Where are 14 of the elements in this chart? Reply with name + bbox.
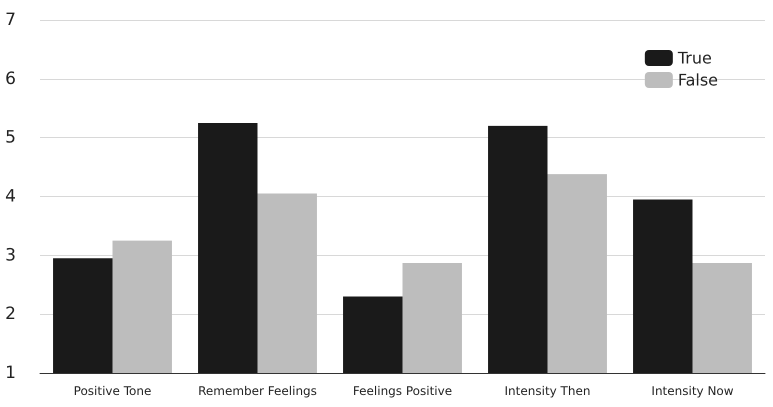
x-tick-label: Intensity Then — [504, 384, 590, 398]
x-tick-label: Remember Feelings — [198, 384, 317, 398]
y-tick-label: 2 — [5, 304, 16, 324]
x-tick-label: Positive Tone — [74, 384, 152, 398]
legend-label: True — [676, 48, 712, 68]
legend-label: False — [678, 70, 718, 90]
y-tick-label: 3 — [5, 245, 16, 266]
y-tick-label: 5 — [5, 128, 16, 148]
y-tick-label: 4 — [5, 186, 16, 206]
y-tick-label: 6 — [5, 68, 16, 89]
y-tick-label: 7 — [5, 10, 16, 30]
x-tick-label: Intensity Now — [651, 384, 734, 398]
y-tick-label: 1 — [5, 363, 16, 383]
x-tick-label: Feelings Positive — [352, 384, 452, 398]
